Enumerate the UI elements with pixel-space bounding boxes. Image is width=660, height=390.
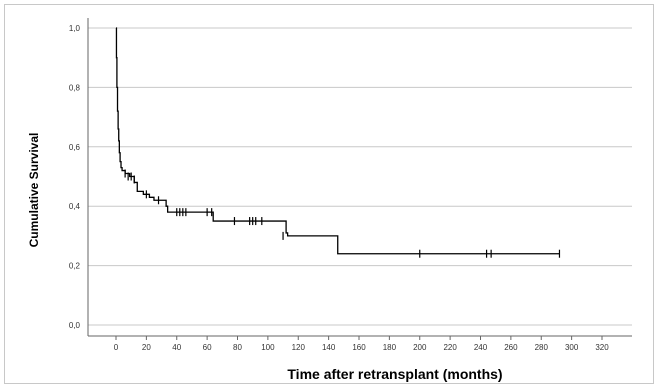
x-tick-label: 240	[474, 343, 488, 352]
x-tick-label: 60	[203, 343, 212, 352]
survival-curve	[115, 27, 560, 255]
x-tick-label: 220	[443, 343, 457, 352]
y-tick-label: 0,2	[69, 262, 81, 271]
x-tick-label: 140	[322, 343, 336, 352]
x-tick-label: 320	[595, 343, 609, 352]
x-tick-label: 300	[565, 343, 579, 352]
y-axis-title: Cumulative Survival	[27, 133, 41, 248]
y-tick-label: 0,8	[69, 83, 81, 92]
y-tick-label: 1,0	[69, 24, 81, 33]
y-tick-label: 0,6	[69, 143, 81, 152]
censor-marks	[124, 169, 561, 258]
grid-layer	[88, 27, 632, 326]
chart-frame	[4, 4, 654, 384]
x-tick-label: 100	[261, 343, 275, 352]
x-tick-label: 120	[292, 343, 306, 352]
x-tick-label: 260	[504, 343, 518, 352]
y-tick-label: 0,4	[69, 202, 81, 211]
x-tick-label: 200	[413, 343, 427, 352]
x-tick-label: 160	[352, 343, 366, 352]
series-layer	[115, 27, 560, 255]
x-tick-label: 0	[114, 343, 119, 352]
x-tick-label: 180	[383, 343, 397, 352]
x-axis-title: Time after retransplant (months)	[287, 366, 502, 382]
x-tick-label: 40	[172, 343, 181, 352]
x-tick-label: 20	[142, 343, 151, 352]
x-tick-label: 80	[233, 343, 242, 352]
axes-layer	[87, 18, 632, 337]
x-tick-labels: 0 20 40 60 80 100 120 140 160 180 200 220 240 260 280 3…	[114, 336, 609, 352]
x-tick-label: 280	[535, 343, 549, 352]
y-tick-labels: 0,0 0,2 0,4 0,6 0,8 1,0	[69, 24, 81, 330]
y-tick-label: 0,0	[69, 321, 81, 330]
